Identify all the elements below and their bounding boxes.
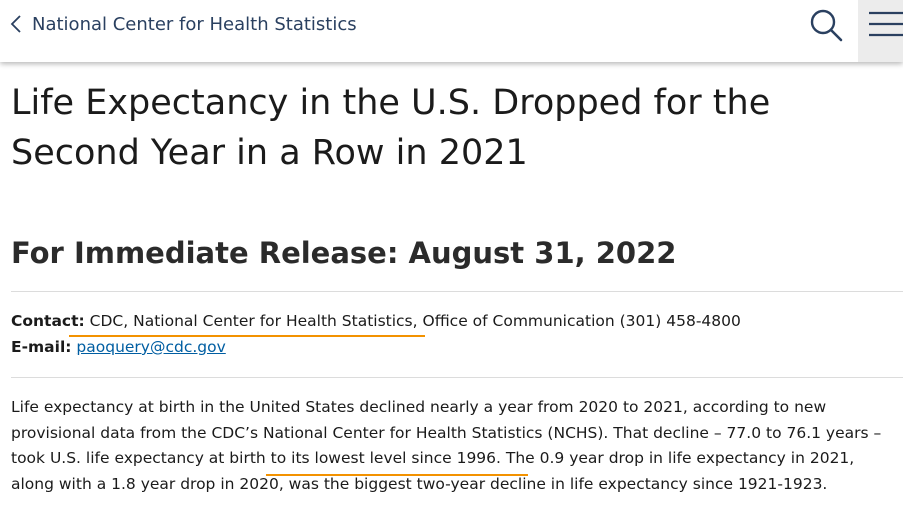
- contact-value: CDC, National Center for Health Statisti…: [89, 312, 741, 330]
- back-link-label: National Center for Health Statistics: [32, 13, 357, 35]
- back-link[interactable]: National Center for Health Statistics: [10, 10, 357, 38]
- chevron-left-icon: [10, 15, 21, 33]
- top-navigation-bar: National Center for Health Statistics: [0, 0, 903, 62]
- email-link[interactable]: paoquery@cdc.gov: [76, 338, 226, 356]
- article-paragraph: Life expectancy at birth in the United S…: [11, 398, 882, 493]
- email-line: E-mail: paoquery@cdc.gov: [11, 335, 226, 359]
- highlight-underline: [69, 335, 425, 337]
- menu-button[interactable]: [858, 0, 903, 62]
- highlight-underline: [266, 474, 528, 476]
- search-icon: [810, 9, 843, 42]
- contact-label: Contact:: [11, 312, 85, 330]
- hamburger-menu-icon: [869, 11, 903, 37]
- divider: [11, 291, 903, 292]
- search-button[interactable]: [806, 5, 846, 45]
- contact-line: Contact: CDC, National Center for Health…: [11, 309, 741, 333]
- page-title: Life Expectancy in the U.S. Dropped for …: [11, 83, 771, 173]
- divider: [11, 377, 903, 378]
- email-label: E-mail:: [11, 338, 72, 356]
- release-date-heading: For Immediate Release: August 31, 2022: [11, 236, 677, 270]
